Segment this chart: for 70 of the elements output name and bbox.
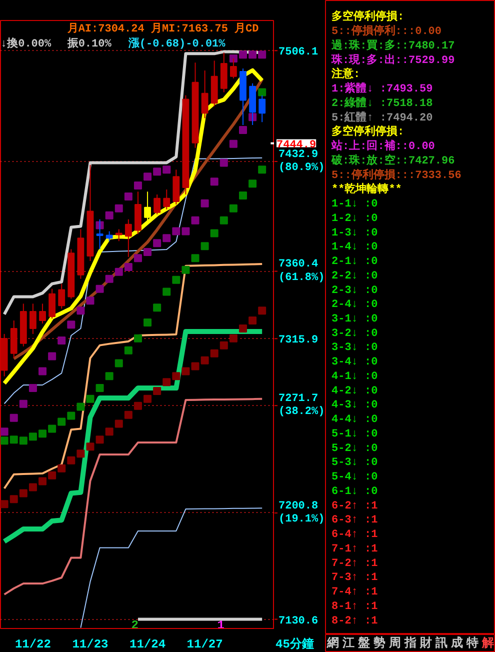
- y-tick-label: 7271.7 (38.2%): [278, 392, 325, 418]
- text: 珠:現:多:出::7529.99: [330, 52, 455, 67]
- text: 1:紫體↓ :7493.59: [332, 82, 433, 96]
- text: 5-1↓ :0: [332, 428, 378, 440]
- text: 網: [326, 636, 340, 650]
- y-tick-label: 7506.1: [278, 46, 319, 59]
- text: 1-4↓ :0: [332, 242, 378, 254]
- text: 解: [480, 636, 494, 650]
- text: 4-2↓ :0: [332, 385, 378, 398]
- y-tick-label: 7360.4 (61.8%): [278, 258, 325, 284]
- text: 財: [418, 636, 432, 650]
- text: 訊: [434, 636, 448, 650]
- x-tick-label: 11/23: [72, 638, 108, 652]
- text: 2-4↓ :0: [332, 299, 378, 312]
- text: 指: [404, 636, 416, 650]
- text: 6-2↑ :1: [332, 500, 378, 512]
- text: 5::停利停損:::7333.56: [332, 168, 462, 182]
- text: 5:紅體↑ :7494.20: [332, 110, 433, 124]
- text: 注意:: [330, 67, 360, 82]
- text: 8-1↑ :1: [332, 600, 378, 613]
- text: 2-1↓ :0: [332, 256, 378, 268]
- text: 1-2↓ :0: [332, 212, 378, 225]
- text: 3-4↓ :0: [332, 356, 378, 369]
- y-tick-label: 7130.6: [278, 615, 318, 628]
- text: 3-2↓ :0: [332, 328, 378, 340]
- text: 破:珠:放:空::7427.96: [330, 153, 455, 168]
- text: 2-2↓ :0: [332, 270, 378, 282]
- text: 7-1↑ :1: [332, 543, 378, 556]
- annotation: 振0.10%: [66, 36, 112, 50]
- text: 過:珠:買:多::7480.17: [330, 38, 455, 52]
- text: 站:上:回:補::0.00: [330, 139, 435, 154]
- text: 6-1↓ :0: [332, 486, 378, 498]
- annotation: ↓換0.00%: [0, 36, 52, 50]
- y-tick-label: 7432.9 (80.9%): [278, 148, 325, 174]
- text: 8-2↑ :1: [332, 615, 378, 628]
- annotation: 月AI:7304.24 月MI:7163.75 月CD: [66, 22, 260, 36]
- text: 成: [450, 636, 463, 650]
- text: 4-3↓ :0: [332, 400, 378, 412]
- x-tick-label: 11/24: [130, 638, 166, 652]
- y-tick-label: 7200.8 (19.1%): [278, 500, 325, 526]
- text: 多空停利停損:: [332, 124, 404, 139]
- text: 5-4↓ :0: [332, 472, 378, 484]
- text: 4-4↓ :0: [332, 414, 378, 426]
- x-tick-label: 11/27: [186, 638, 223, 652]
- text: 6-4↑ :1: [332, 529, 378, 542]
- text: 江: [342, 636, 355, 650]
- x-tick-label: 11/22: [14, 638, 51, 652]
- text: 1-1↓ :0: [332, 198, 378, 211]
- text: 7-4↑ :1: [332, 586, 378, 599]
- text: 多空停利停損:: [332, 10, 404, 24]
- text: 2-3↓ :0: [332, 284, 378, 297]
- text: 5-3↓ :0: [332, 457, 378, 470]
- text: 6-3↑ :1: [332, 514, 378, 527]
- text: 45分鐘: [276, 636, 314, 652]
- text: 7-2↑ :1: [332, 558, 378, 570]
- text: 3-3↓ :0: [332, 342, 378, 354]
- text: 5::停損停利:::0.00: [332, 24, 442, 38]
- text: 盤: [357, 636, 370, 650]
- text: 2:綠體↓ :7518.18: [332, 96, 434, 110]
- text: 5-2↓ :0: [332, 442, 378, 455]
- text: 1-3↓ :0: [332, 227, 378, 240]
- text: 3-1↓ :0: [332, 314, 378, 326]
- text: **乾坤輪轉**: [332, 182, 402, 196]
- text: 勢: [372, 636, 386, 650]
- text: 7-3↑ :1: [332, 572, 378, 584]
- annotation: 漲(-0.68)-0.01%: [127, 36, 226, 50]
- text: 特: [465, 636, 478, 650]
- text: 周: [388, 636, 402, 650]
- y-tick-label: 7315.9: [278, 334, 318, 347]
- text: 4-1↓ :0: [332, 370, 378, 383]
